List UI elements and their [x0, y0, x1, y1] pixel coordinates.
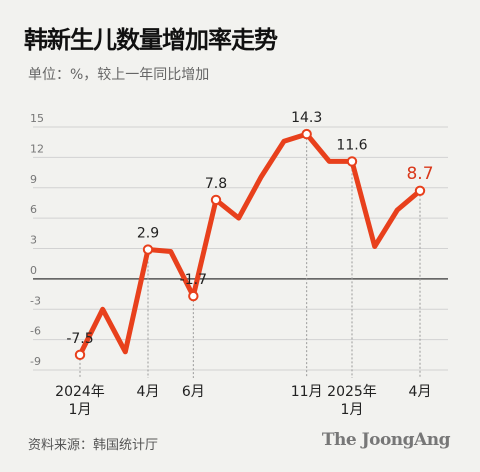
- y-tick-label: 6: [30, 203, 37, 216]
- data-label: -7.5: [66, 331, 93, 347]
- data-point-marker: [210, 194, 222, 206]
- y-tick-label: -9: [30, 355, 41, 368]
- y-tick-label: 15: [30, 112, 44, 125]
- y-tick-label: -6: [30, 325, 41, 338]
- x-tick-label: 2024年: [55, 384, 105, 400]
- data-point-marker: [346, 156, 358, 167]
- data-point-marker: [301, 128, 312, 140]
- y-tick-label: 0: [30, 264, 37, 277]
- data-point-marker: [188, 290, 199, 302]
- data-label: 7.8: [205, 176, 227, 192]
- x-tick-label: 2025年: [327, 384, 377, 400]
- data-point-marker: [414, 185, 426, 196]
- y-tick-label: -3: [30, 294, 41, 307]
- series-line: [77, 131, 423, 358]
- data-point-marker: [74, 349, 86, 361]
- x-tick-label: 1月: [341, 402, 364, 418]
- data-label: -1.7: [180, 272, 207, 288]
- x-tick-label: 4月: [409, 384, 432, 400]
- x-tick-label: 11月: [291, 384, 323, 400]
- x-tick-label: 6月: [182, 384, 205, 400]
- data-label-latest: 8.7: [406, 164, 433, 184]
- data-point-marker: [142, 244, 154, 255]
- x-tick-label: 1月: [69, 402, 92, 418]
- data-label: 11.6: [336, 137, 367, 153]
- data-label: 14.3: [291, 110, 322, 126]
- source-note: 资料来源：韩国统计厅: [28, 438, 159, 453]
- chart-title: 韩新生儿数量增加率走势: [24, 26, 278, 54]
- chart-subtitle: 单位：%，较上一年同比增加: [28, 67, 210, 83]
- y-tick-label: 9: [30, 173, 37, 186]
- y-tick-label: 3: [30, 234, 37, 247]
- data-label: 2.9: [137, 226, 159, 242]
- brand-logo: The JoongAng: [321, 430, 451, 450]
- x-tick-label: 4月: [137, 384, 160, 400]
- y-tick-label: 12: [30, 142, 44, 155]
